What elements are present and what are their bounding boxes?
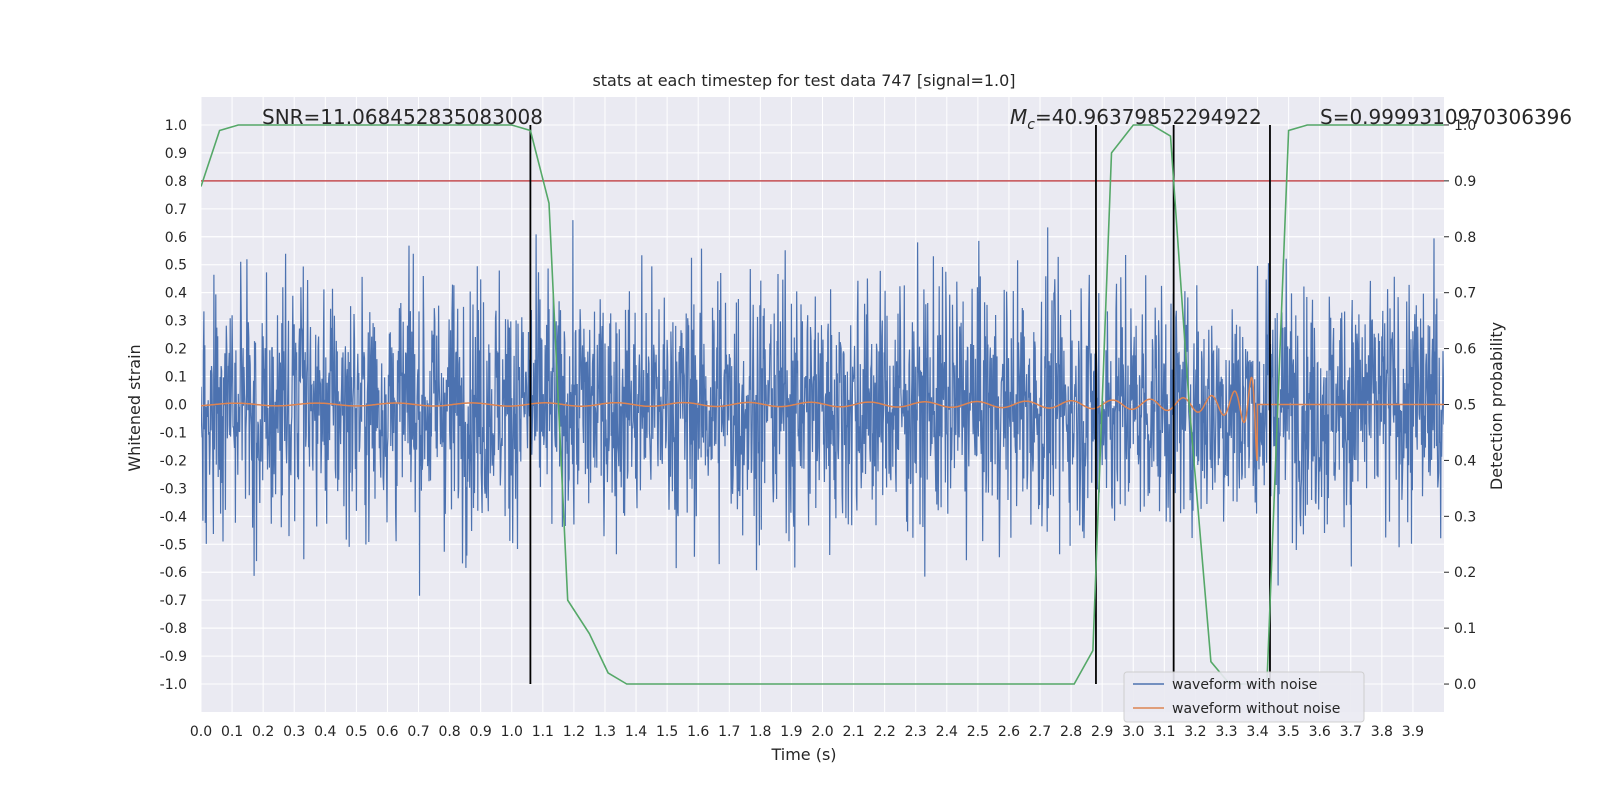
x-tick-label: 2.1 (842, 724, 864, 740)
y-tick-label: 0.5 (165, 258, 187, 274)
series-waveform-with-noise (201, 220, 1444, 596)
x-tick-label: 2.4 (936, 724, 958, 740)
score-annotation: S=0.9999310970306396 (1320, 105, 1572, 129)
x-tick-label: 0.1 (221, 724, 243, 740)
x-tick-label: 2.6 (998, 724, 1020, 740)
y-tick-label: 0.1 (165, 370, 187, 386)
right-tick-label: 0.6 (1454, 342, 1476, 358)
x-tick-label: 0.7 (407, 724, 429, 740)
x-tick-label: 0.9 (470, 724, 492, 740)
right-tick-label: 0.4 (1454, 453, 1476, 469)
y-tick-label: -0.3 (160, 481, 187, 497)
x-tick-label: 2.9 (1091, 724, 1113, 740)
y-tick-label: -0.2 (160, 453, 187, 469)
x-tick-label: 3.1 (1153, 724, 1175, 740)
right-tick-label: 0.5 (1454, 398, 1476, 414)
x-tick-label: 3.9 (1402, 724, 1424, 740)
y-tick-label: -0.6 (160, 565, 187, 581)
series-waveform-without-noise (201, 376, 1444, 461)
x-tick-label: 1.4 (625, 724, 647, 740)
y-tick-label: 0.8 (165, 174, 187, 190)
x-tick-label: 1.6 (687, 724, 709, 740)
y-tick-label: 0.3 (165, 314, 187, 330)
x-tick-label: 0.4 (314, 724, 336, 740)
x-axis-label: Time (s) (770, 745, 836, 764)
y-tick-label: -0.1 (160, 425, 187, 441)
x-tick-label: 1.0 (501, 724, 523, 740)
x-tick-label: 3.8 (1371, 724, 1393, 740)
x-tick-label: 1.8 (749, 724, 771, 740)
x-tick-label: 2.3 (905, 724, 927, 740)
y-tick-label: 0.7 (165, 202, 187, 218)
legend: waveform with noise waveform without noi… (1123, 671, 1365, 723)
x-tick-label: 2.7 (1029, 724, 1051, 740)
right-tick-label: 0.2 (1454, 565, 1476, 581)
right-tick-label: 1.0 (1454, 118, 1476, 134)
snr-annotation: SNR=11.068452835083008 (262, 105, 543, 129)
legend-label-clean: waveform without noise (1172, 701, 1340, 717)
x-tick-label: 1.5 (656, 724, 678, 740)
x-tick-label: 3.6 (1309, 724, 1331, 740)
x-tick-label: 1.3 (594, 724, 616, 740)
x-tick-label: 1.1 (532, 724, 554, 740)
y-tick-label: -1.0 (160, 677, 187, 693)
x-axis-ticks: 0.0 0.1 0.2 0.3 0.4 0.5 0.6 0.7 0.8 0.9 1.0 1.1 1.2 1… (190, 724, 1424, 740)
right-tick-label: 0.9 (1454, 174, 1476, 190)
y-tick-label: 0.0 (165, 398, 187, 414)
x-tick-label: 2.0 (811, 724, 833, 740)
y-tick-label: -0.9 (160, 649, 187, 665)
x-tick-label: 0.8 (438, 724, 460, 740)
y-tick-label: 0.9 (165, 146, 187, 162)
x-tick-label: 1.2 (563, 724, 585, 740)
x-tick-label: 3.3 (1215, 724, 1237, 740)
y-tick-label: -0.8 (160, 621, 187, 637)
y-tick-label: -0.4 (160, 509, 187, 525)
right-axis-ticks: 0.0 0.1 0.2 0.3 0.4 0.5 0.6 0.7 0.8 0.9 1.0 (1444, 118, 1476, 693)
y-tick-label: -0.7 (160, 593, 187, 609)
x-tick-label: 1.9 (780, 724, 802, 740)
x-tick-label: 0.2 (252, 724, 274, 740)
y-tick-label: 1.0 (165, 118, 187, 134)
right-tick-label: 0.0 (1454, 677, 1476, 693)
y-tick-label: 0.2 (165, 342, 187, 358)
x-tick-label: 2.5 (967, 724, 989, 740)
x-tick-label: 3.7 (1340, 724, 1362, 740)
y-tick-label: 0.6 (165, 230, 187, 246)
x-tick-label: 0.5 (345, 724, 367, 740)
x-tick-label: 2.2 (874, 724, 896, 740)
x-tick-label: 1.7 (718, 724, 740, 740)
x-tick-label: 3.4 (1246, 724, 1268, 740)
right-axis-label: Detection probability (1487, 322, 1506, 490)
y-tick-label: 0.4 (165, 286, 187, 302)
legend-label-noisy: waveform with noise (1172, 677, 1317, 693)
right-tick-label: 0.8 (1454, 230, 1476, 246)
y-axis-ticks: -1.0 -0.9 -0.8 -0.7 -0.6 -0.5 -0.4 -0.3 -0.2 -0.1… (160, 118, 187, 693)
right-tick-label: 0.3 (1454, 509, 1476, 525)
x-tick-label: 3.5 (1277, 724, 1299, 740)
x-tick-label: 3.2 (1184, 724, 1206, 740)
x-tick-label: 0.6 (376, 724, 398, 740)
x-tick-label: 2.8 (1060, 724, 1082, 740)
x-tick-label: 0.0 (190, 724, 212, 740)
right-tick-label: 0.7 (1454, 286, 1476, 302)
y-axis-label: Whitened strain (125, 344, 144, 471)
x-tick-label: 0.3 (283, 724, 305, 740)
chirp-mass-annotation: Mc=40.96379852294922 (1010, 105, 1262, 133)
x-tick-label: 3.0 (1122, 724, 1144, 740)
right-tick-label: 0.1 (1454, 621, 1476, 637)
chart-title: stats at each timestep for test data 747… (592, 71, 1015, 90)
y-tick-label: -0.5 (160, 537, 187, 553)
